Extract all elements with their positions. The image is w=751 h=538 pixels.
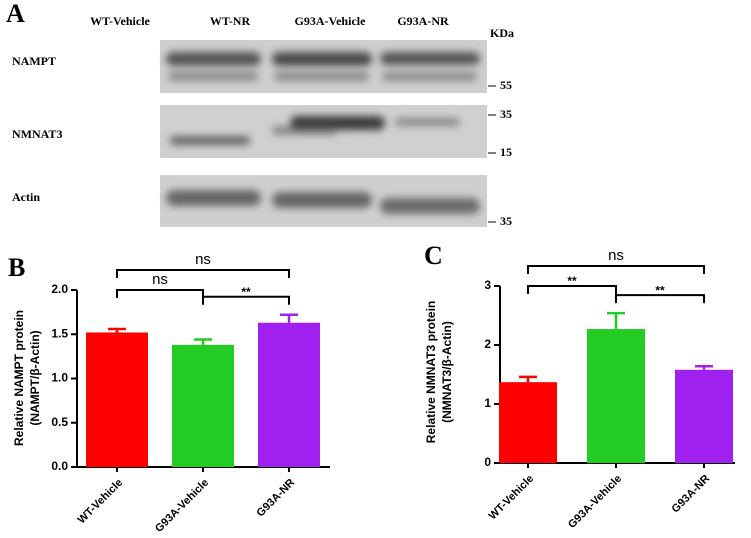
marker-label: 35 <box>500 214 512 228</box>
bar <box>172 344 234 467</box>
marker-label: 15 <box>500 145 512 159</box>
y-tick-label: 0.0 <box>51 459 68 473</box>
lane-label: G93A-Vehicle <box>295 14 367 28</box>
bands <box>166 52 480 81</box>
panel-label: C <box>424 241 443 270</box>
y-axis-label: Relative NMNAT3 protein <box>424 301 438 443</box>
comparison-bracket <box>202 295 290 305</box>
row-label: NMNAT3 <box>12 127 62 141</box>
row-label: NAMPT <box>12 54 56 68</box>
row-label: Actin <box>12 190 40 204</box>
bar <box>587 329 645 463</box>
y-tick-label: 1 <box>484 396 491 410</box>
unit-label: KDa <box>490 26 514 40</box>
y-tick-label: 2.0 <box>51 282 68 296</box>
y-tick-label: 2 <box>484 337 491 351</box>
bar <box>86 332 148 467</box>
x-tick-label: G93A-NR <box>670 473 713 516</box>
x-tick-label: G93A-NR <box>255 477 298 520</box>
comparison-label: ns <box>152 271 168 288</box>
panel-label: A <box>6 0 25 28</box>
comparison-label: ** <box>655 283 665 297</box>
y-tick-label: 1.0 <box>51 371 68 385</box>
y-tick-label: 0 <box>484 455 491 469</box>
y-axis-label: (NMNAT3/β-Actin) <box>440 321 454 423</box>
y-tick-label: 1.5 <box>51 326 68 340</box>
y-tick-label: 3 <box>484 278 491 292</box>
y-tick-label: 0.5 <box>51 415 68 429</box>
bands <box>166 190 480 214</box>
x-tick-label: G93A-Vehicle <box>566 473 624 531</box>
x-tick-label: G93A-Vehicle <box>153 477 211 535</box>
panel-label: B <box>8 253 25 282</box>
comparison-label: ** <box>241 285 251 299</box>
x-tick-label: WT-Vehicle <box>76 477 126 527</box>
marker-label: 35 <box>500 107 512 121</box>
marker-label: 55 <box>500 78 512 92</box>
y-axis-label: Relative NAMPT protein <box>12 310 26 446</box>
comparison-bracket <box>116 289 204 298</box>
bar <box>675 369 733 463</box>
comparison-label: ns <box>195 251 211 268</box>
comparison-bracket <box>527 265 705 274</box>
lane-label: WT-Vehicle <box>90 14 150 28</box>
lane-label: WT-NR <box>210 14 251 28</box>
bar <box>499 382 557 463</box>
bar <box>258 322 320 467</box>
comparison-label: ** <box>567 274 577 288</box>
comparison-bracket <box>615 294 705 304</box>
x-tick-label: WT-Vehicle <box>487 473 537 523</box>
blot-strip <box>160 40 487 93</box>
comparison-bracket <box>116 269 290 278</box>
lane-label: G93A-NR <box>397 14 449 28</box>
comparison-bracket <box>527 285 617 294</box>
bands <box>170 116 460 145</box>
comparison-label: ns <box>608 247 624 264</box>
blot <box>160 40 487 227</box>
y-axis-label: (NAMPT/β-Actin) <box>28 330 42 425</box>
